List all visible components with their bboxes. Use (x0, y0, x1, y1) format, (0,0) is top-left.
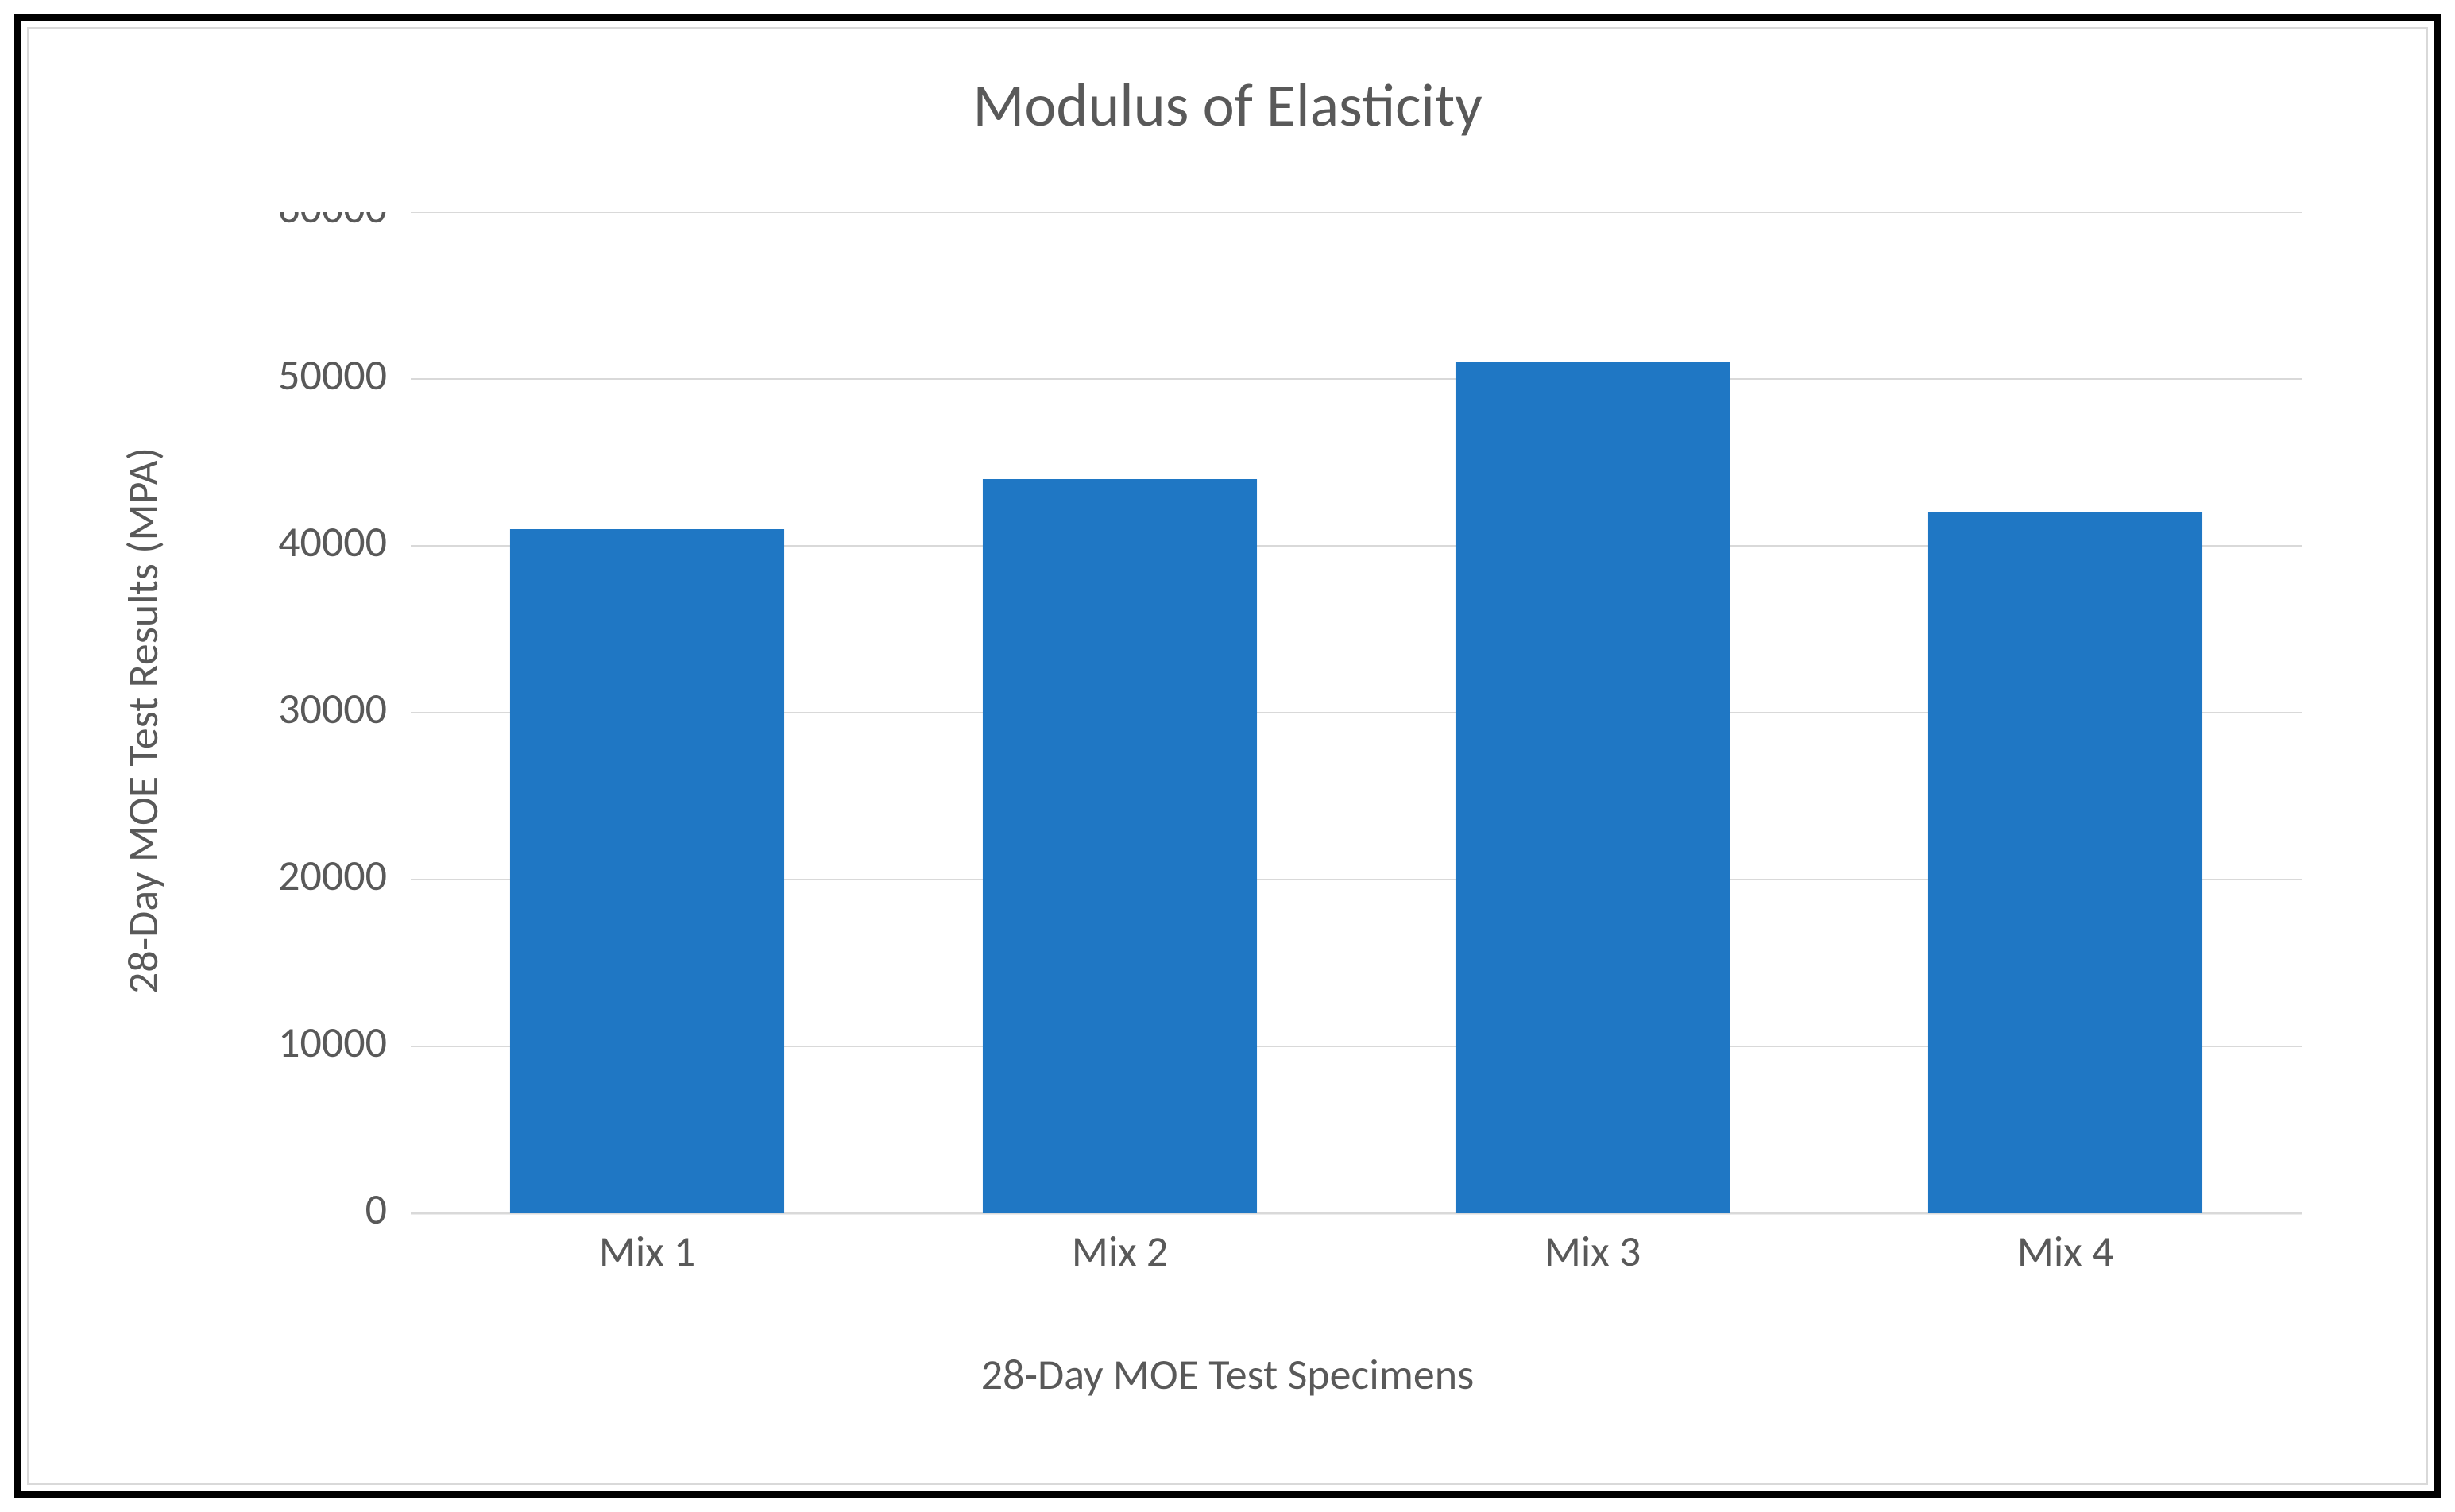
x-tick-label: Mix 2 (1072, 1225, 1169, 1278)
chart-outer-frame: Modulus of Elasticity 28-Day MOE Test Re… (14, 14, 2441, 1498)
bar (983, 479, 1257, 1213)
y-tick-label: 20000 (278, 849, 387, 902)
y-tick-label: 30000 (278, 683, 387, 735)
y-tick-label: 60000 (278, 212, 387, 234)
y-tick-label: 10000 (278, 1016, 387, 1069)
x-tick-label: Mix 3 (1545, 1225, 1641, 1278)
x-tick-label: Mix 4 (2017, 1225, 2114, 1278)
bar (1928, 512, 2202, 1213)
y-tick-label: 0 (365, 1183, 387, 1236)
chart-title: Modulus of Elasticity (29, 69, 2426, 142)
y-axis-label: 28-Day MOE Test Results (MPA) (117, 244, 164, 1197)
bar (510, 529, 784, 1213)
y-tick-label: 40000 (278, 516, 387, 568)
bar (1456, 362, 1730, 1213)
x-tick-label: Mix 1 (599, 1225, 696, 1278)
x-axis-label: 28-Day MOE Test Specimens (29, 1348, 2426, 1401)
y-tick-label: 50000 (278, 349, 387, 401)
plot-area: 0 10000 20000 30000 40000 50000 60000 Mix 1 Mix … (212, 212, 2341, 1332)
chart-inner-frame: Modulus of Elasticity 28-Day MOE Test Re… (27, 27, 2428, 1485)
